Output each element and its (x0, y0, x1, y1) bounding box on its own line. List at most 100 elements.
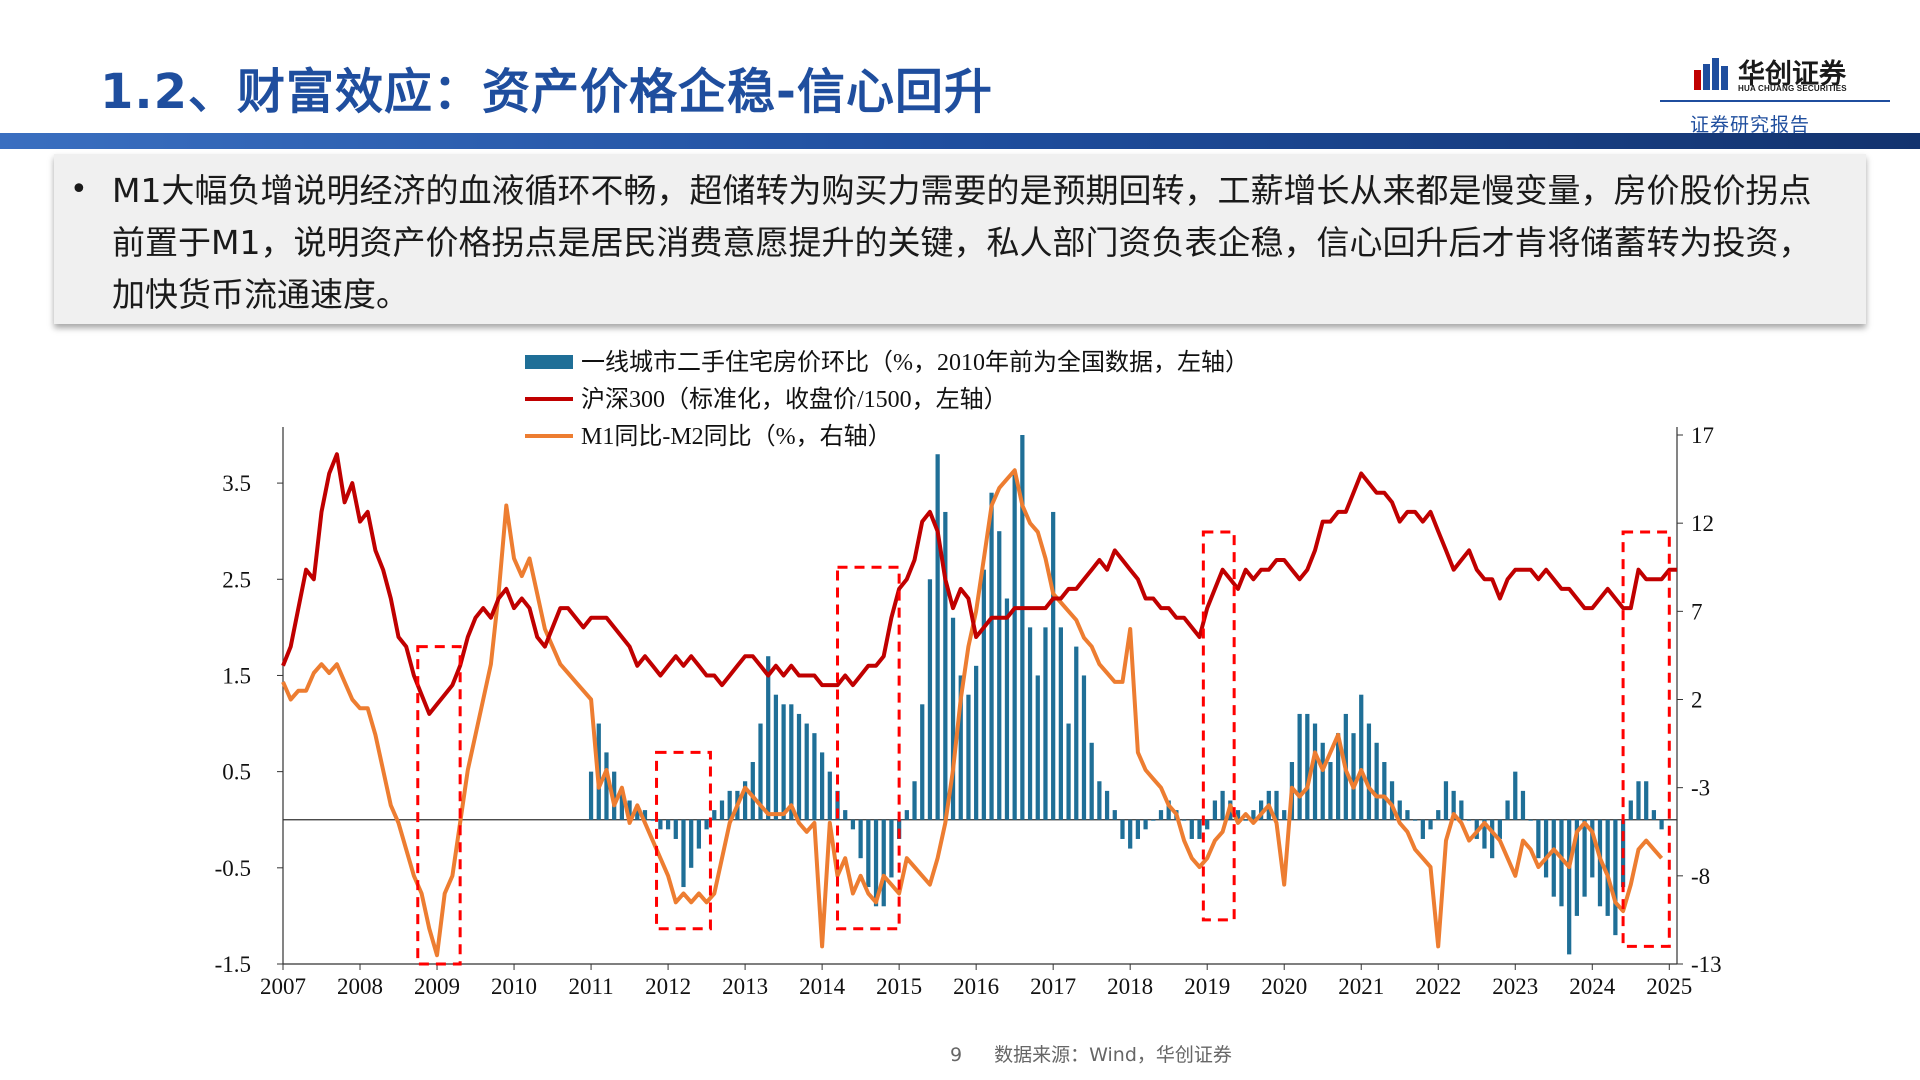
house-price-bar (604, 752, 609, 820)
x-tick-label: 2025 (1646, 974, 1692, 999)
house-price-bar (1590, 819, 1595, 878)
house-price-bar (1328, 762, 1333, 820)
house-price-bar (1551, 819, 1556, 897)
house-price-bar (1128, 819, 1133, 849)
house-price-bar (1482, 819, 1487, 849)
house-price-bar (619, 790, 624, 820)
house-price-bar (812, 733, 817, 820)
house-price-bar (1051, 511, 1056, 820)
right-tick-label: 12 (1691, 511, 1714, 536)
house-price-bar (1027, 627, 1033, 820)
house-price-bar (850, 819, 856, 830)
x-tick-label: 2018 (1107, 974, 1153, 999)
house-price-bar (1420, 819, 1425, 839)
house-price-bar (665, 819, 671, 830)
house-price-bar (627, 800, 632, 820)
legend-label: 一线城市二手住宅房价环比（%，2010年前为全国数据，左轴） (581, 349, 1249, 376)
house-price-bar (1220, 790, 1225, 820)
x-tick-label: 2008 (337, 974, 383, 999)
house-price-bar (927, 579, 933, 820)
house-price-bar (1351, 733, 1356, 820)
house-price-bar (1043, 627, 1048, 820)
house-price-bar (650, 819, 655, 821)
house-price-bar (1497, 819, 1502, 839)
house-price-bar (981, 569, 986, 820)
house-price-bar (1012, 473, 1017, 820)
house-price-bar (858, 819, 863, 859)
data-source: 数据来源：Wind，华创证券 (994, 1044, 1232, 1066)
house-price-bar (1112, 810, 1117, 820)
right-tick-label: -8 (1691, 864, 1710, 889)
house-price-bar (889, 819, 894, 878)
house-price-bar (974, 665, 979, 820)
highlight-box (655, 750, 712, 931)
house-price-bar (1413, 819, 1418, 821)
house-price-bar (912, 781, 917, 820)
house-price-bar (766, 656, 771, 820)
x-tick-label: 2017 (1030, 974, 1076, 999)
house-price-bar (1089, 742, 1094, 820)
house-price-bar (1543, 819, 1549, 878)
x-tick-label: 2010 (491, 974, 537, 999)
x-tick-label: 2007 (260, 974, 306, 999)
house-price-bar (920, 704, 925, 820)
report-type-tag: 证券研究报告 (1690, 114, 1811, 136)
logo-name-en: HUA CHUANG SECURITIES (1738, 84, 1847, 93)
house-price-bar (1074, 646, 1079, 820)
house-price-bar (727, 790, 732, 820)
house-price-bar (1320, 742, 1325, 820)
house-price-bar (781, 704, 786, 820)
left-tick-label: 3.5 (222, 471, 251, 496)
house-price-bar (1428, 819, 1433, 830)
house-price-bar (1382, 762, 1387, 820)
left-tick-label: 2.5 (222, 567, 251, 592)
right-tick-label: -3 (1691, 776, 1710, 801)
house-price-bar (966, 694, 971, 820)
house-price-bar (827, 771, 832, 820)
house-price-bar (719, 800, 725, 820)
header-divider-bar (0, 133, 1920, 149)
x-tick-label: 2009 (414, 974, 460, 999)
house-price-bar (873, 819, 879, 907)
right-tick-label: 2 (1691, 688, 1703, 713)
right-tick-label: 7 (1691, 599, 1703, 624)
house-price-bar (1166, 800, 1171, 820)
house-price-bar (635, 810, 640, 820)
left-tick-label: 1.5 (222, 663, 251, 688)
house-price-bar (712, 810, 717, 820)
logo-mark-icon (1694, 58, 1728, 90)
house-price-bar (1520, 790, 1526, 820)
house-price-bar (1151, 819, 1156, 821)
house-price-bar (1158, 810, 1164, 820)
house-price-bar (804, 723, 809, 820)
x-tick-label: 2020 (1261, 974, 1307, 999)
x-tick-label: 2014 (799, 974, 846, 999)
page-title: 1.2、财富效应：资产价格企稳-信心回升 (100, 64, 993, 120)
house-price-bar (1436, 810, 1441, 820)
house-price-bar (1097, 781, 1102, 820)
house-price-bar (612, 771, 617, 820)
house-price-bar (1505, 800, 1510, 820)
house-price-bar (704, 819, 709, 830)
house-price-bar (943, 511, 948, 820)
house-price-bar (773, 694, 779, 820)
house-price-bar (1659, 819, 1664, 830)
house-price-bar (1582, 819, 1587, 897)
house-price-bar (1559, 819, 1564, 907)
house-price-bar (1258, 800, 1264, 820)
summary-callout-box (54, 154, 1866, 324)
x-tick-label: 2024 (1569, 974, 1616, 999)
house-price-bar (658, 819, 663, 830)
house-price-bar (673, 819, 678, 839)
house-price-bar (1651, 810, 1657, 820)
chart: 3.5 2.5 1.5 0.5 -0.5 -1.5 17 12 7 2 -3 -8 -13 2007 200… (215, 349, 1722, 999)
house-price-bar (1397, 800, 1402, 820)
house-price-bar (796, 713, 802, 820)
legend-label: M1同比-M2同比（%，右轴） (581, 423, 892, 450)
highlight-box (416, 645, 462, 966)
x-tick-label: 2023 (1492, 974, 1538, 999)
company-logo: 华创证券 HUA CHUANG SECURITIES (1660, 48, 1890, 138)
footer: 9 数据来源：Wind，华创证券 (950, 1040, 1232, 1067)
house-price-bar (1135, 819, 1141, 839)
house-price-bar (1312, 723, 1318, 820)
